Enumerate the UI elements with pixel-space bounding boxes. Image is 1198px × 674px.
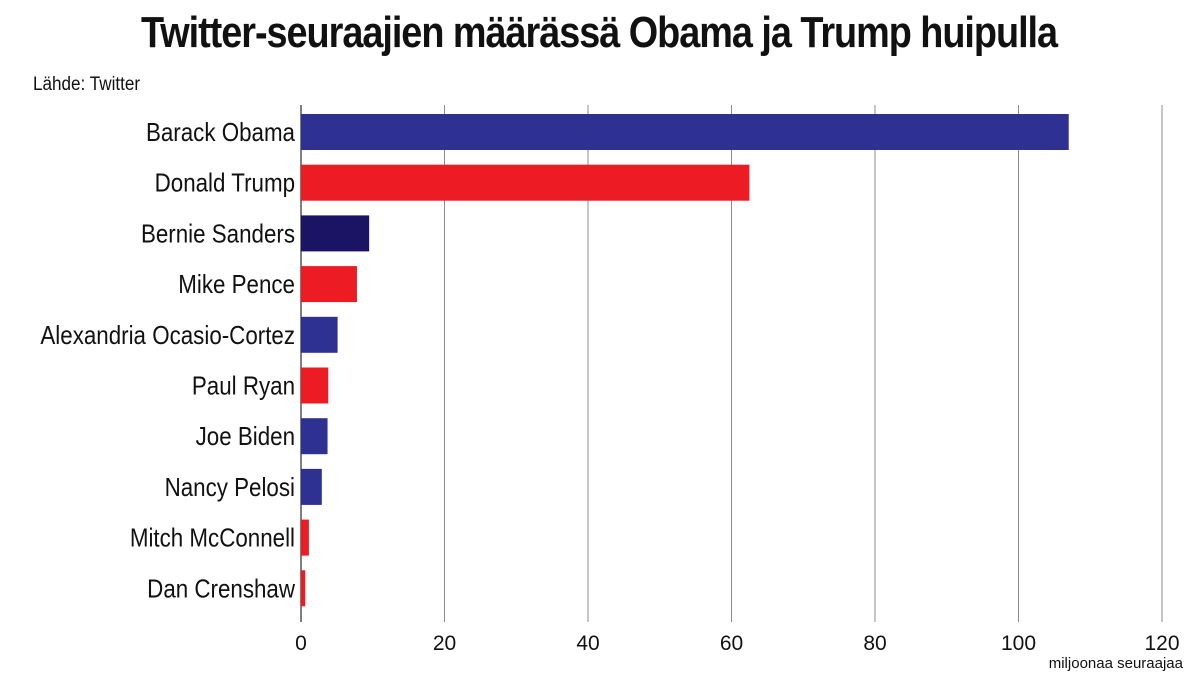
category-label: Alexandria Ocasio-Cortez (40, 321, 295, 350)
category-label: Dan Crenshaw (147, 575, 295, 604)
bar-mike-pence (301, 266, 357, 303)
category-label: Paul Ryan (192, 372, 295, 401)
x-tick-label: 80 (863, 632, 886, 655)
bar-dan-crenshaw (301, 570, 306, 607)
category-label: Mike Pence (178, 271, 295, 300)
chart-title: Twitter-seuraajien määrässä Obama ja Tru… (140, 8, 1058, 57)
category-label: Joe Biden (196, 423, 295, 452)
bar-donald-trump (301, 164, 750, 201)
bar-paul-ryan (301, 367, 329, 404)
x-tick-label: 20 (433, 632, 456, 655)
bar-barack-obama (301, 114, 1069, 150)
bar-nancy-pelosi (301, 468, 322, 505)
bar-mitch-mcconnell (301, 519, 309, 556)
x-tick-label: 40 (576, 632, 599, 655)
x-axis-label: miljoonaa seuraajaa (1049, 655, 1184, 672)
category-label: Nancy Pelosi (165, 473, 295, 502)
bar-joe-biden (301, 418, 328, 455)
x-tick-label: 100 (1001, 632, 1036, 655)
tick-labels: 0 20 40 60 80 100 120 (295, 632, 1179, 655)
x-tick-label: 120 (1144, 632, 1179, 655)
category-label: Barack Obama (146, 118, 296, 147)
category-label: Bernie Sanders (141, 220, 295, 249)
bars (301, 114, 1069, 607)
bar-alexandria-ocasio-cortez (301, 316, 338, 353)
x-tick-label: 60 (720, 632, 743, 655)
bar-bernie-sanders (301, 215, 370, 252)
x-tick-label: 0 (295, 632, 307, 655)
category-labels: Barack Obama Donald Trump Bernie Sanders Mi… (40, 118, 295, 603)
category-label: Donald Trump (155, 169, 295, 198)
source-note: Lähde: Twitter (33, 74, 141, 95)
category-label: Mitch McConnell (130, 524, 295, 553)
